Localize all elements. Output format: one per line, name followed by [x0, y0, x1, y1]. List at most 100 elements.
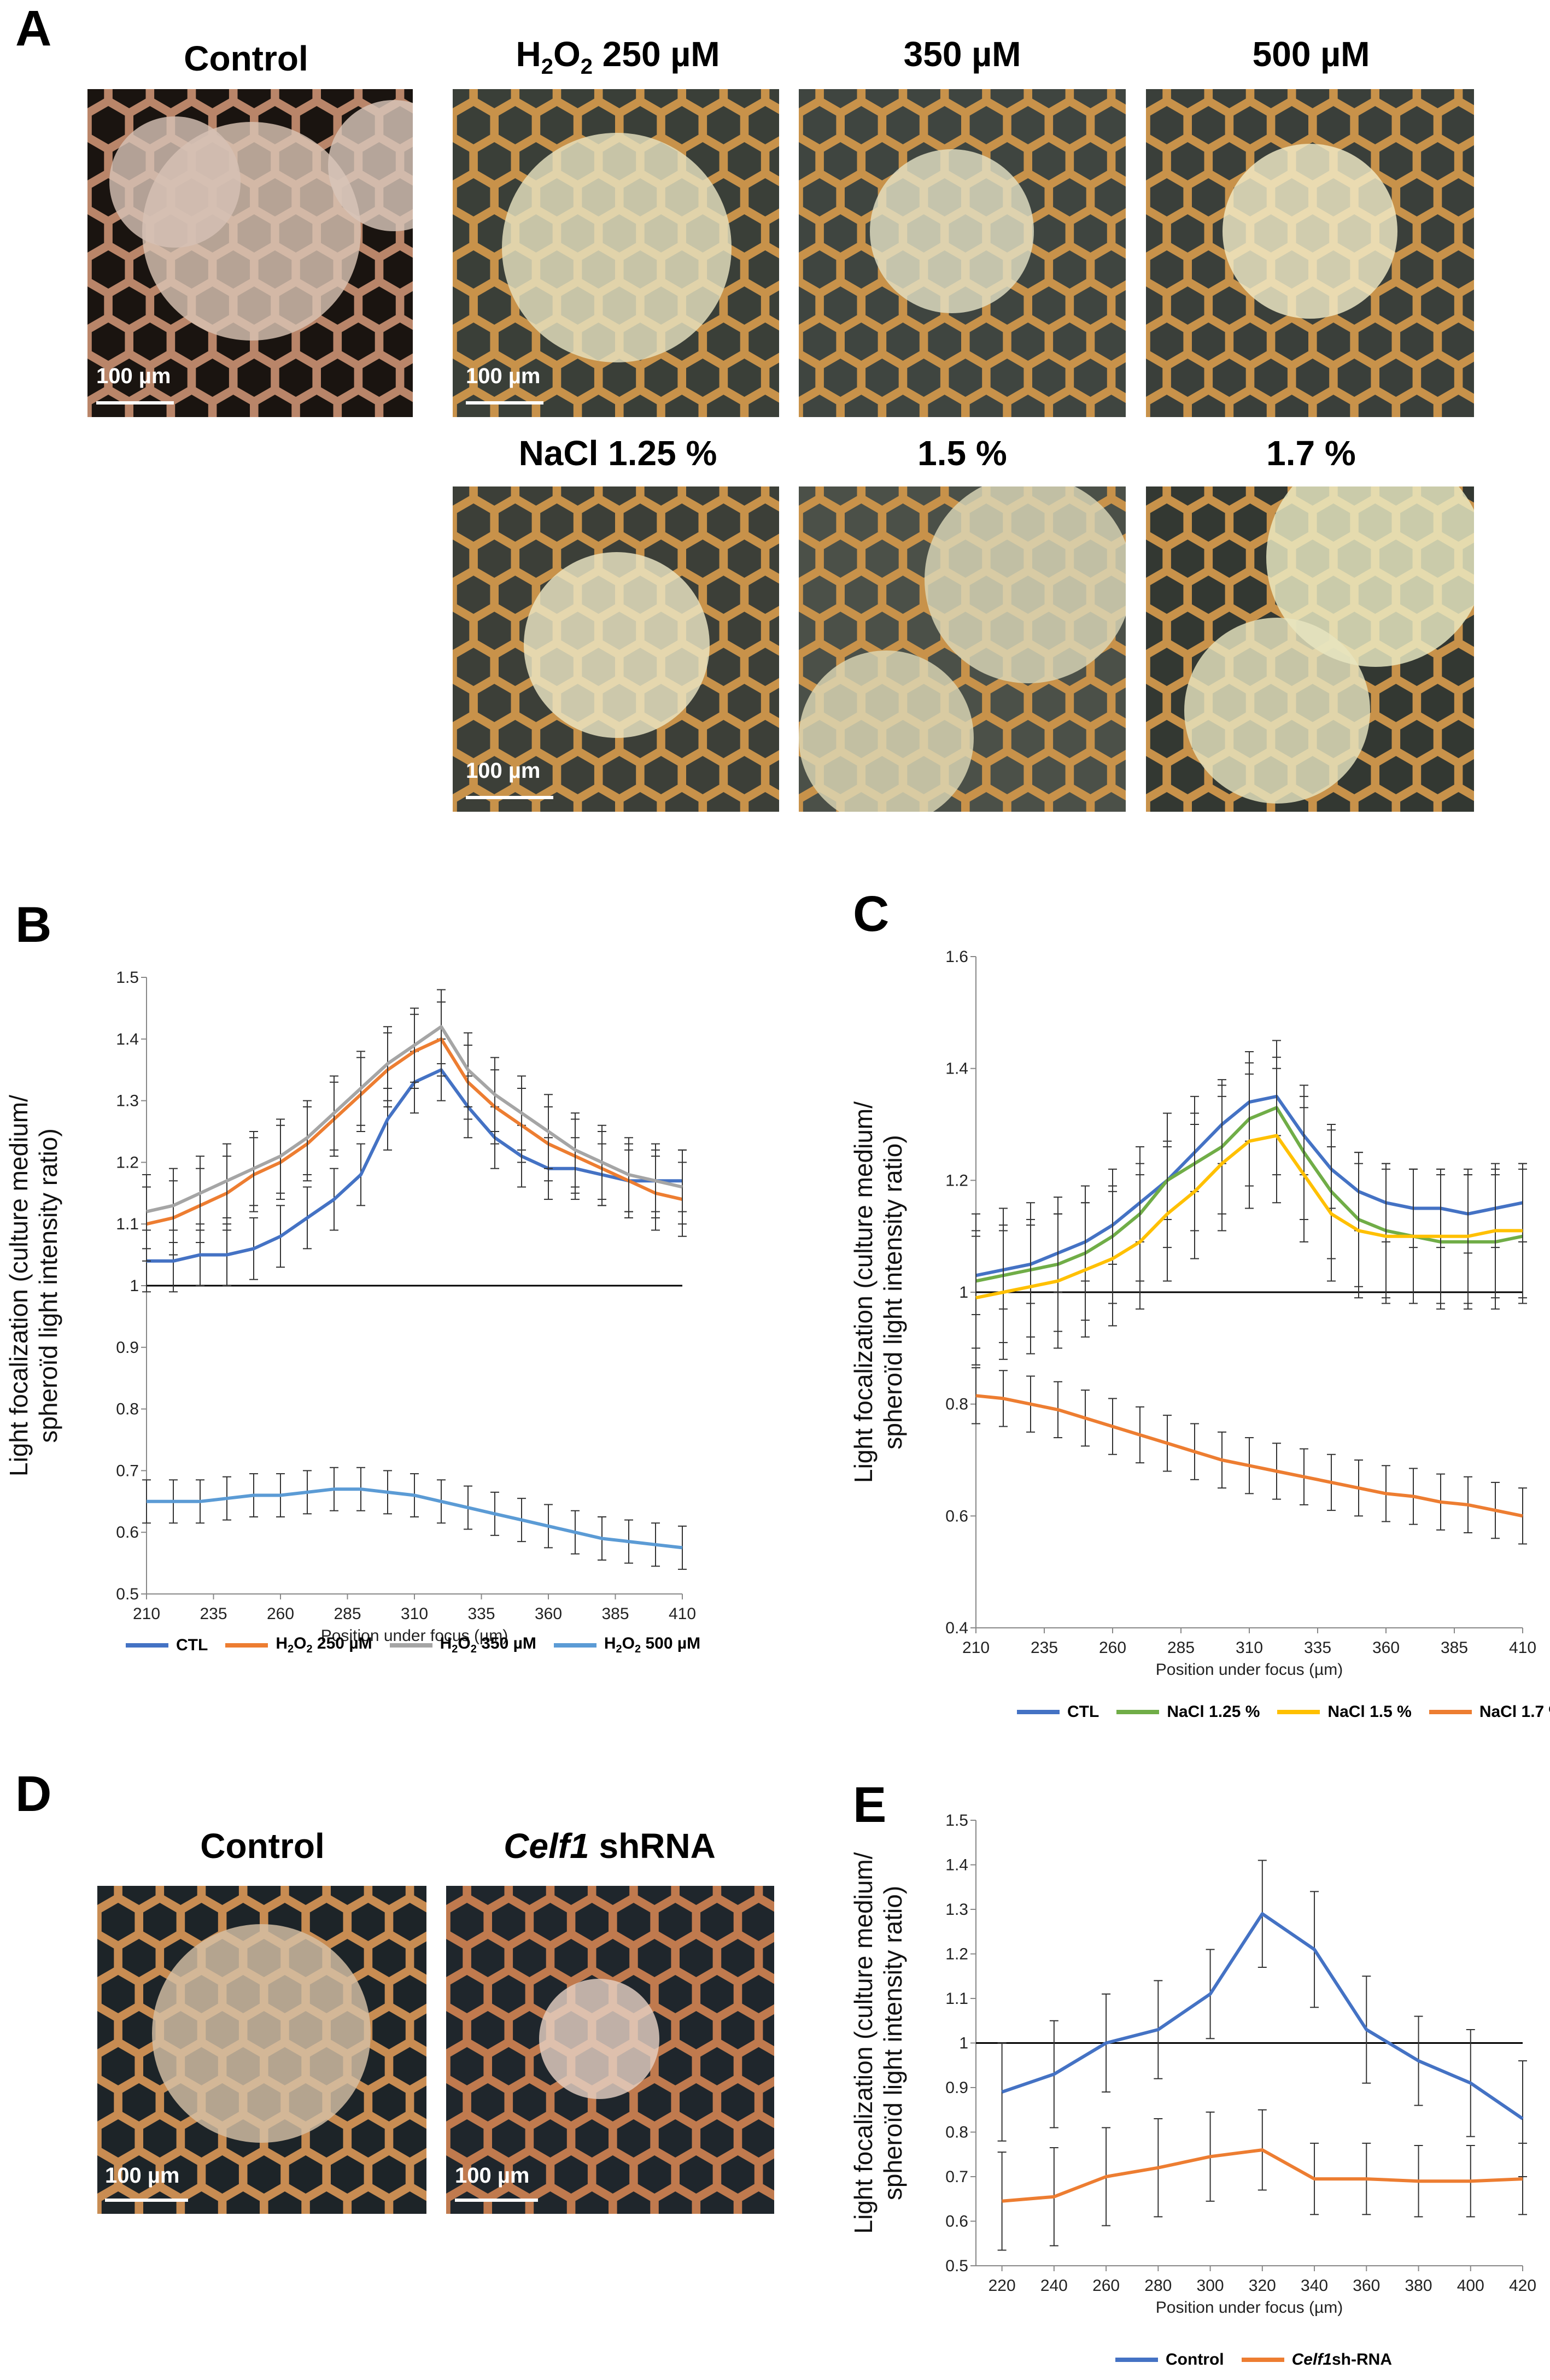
mesh-cell: [279, 89, 313, 108]
mesh-cell: [393, 2191, 426, 2214]
mesh-cell: [728, 359, 761, 397]
mesh-cell: [707, 576, 740, 614]
mesh-cell: [453, 540, 470, 578]
mesh-cell: [1053, 323, 1086, 361]
mesh-cell: [321, 359, 354, 397]
mesh-cell: [101, 1903, 135, 1941]
y-tick-label: 0.7: [945, 2168, 968, 2186]
mesh-cell: [471, 1939, 505, 1977]
series-line: [1002, 2148, 1523, 2203]
mesh-cell: [1171, 540, 1204, 578]
mesh-cell: [122, 2155, 156, 2194]
x-tick-label: 285: [334, 1605, 361, 1623]
mesh-cell: [728, 142, 761, 180]
mesh-cell: [728, 540, 761, 578]
y-axis-label: spheroïd light intensity ratio): [879, 1886, 907, 2200]
mesh-cell: [1379, 756, 1413, 794]
scale-bar-d2: [455, 2199, 538, 2202]
mesh-cell: [1400, 250, 1434, 289]
x-tick-label: 410: [1509, 1639, 1536, 1657]
mesh-cell: [217, 395, 250, 417]
x-tick-label: 420: [1509, 2277, 1536, 2295]
mesh-cell: [575, 2119, 609, 2158]
mesh-cell: [721, 2011, 754, 2049]
mesh-cell: [185, 2191, 218, 2214]
mesh-cell: [823, 612, 857, 650]
mesh-cell: [300, 106, 334, 144]
mesh-cell: [742, 2191, 774, 2214]
mesh-cell: [700, 2119, 734, 2158]
mesh-cell: [383, 395, 413, 417]
series-line: [975, 1134, 1523, 1300]
mesh-cell: [1213, 540, 1246, 578]
mesh-cell: [823, 486, 857, 506]
mesh-cell: [886, 323, 920, 361]
mesh-cell: [1275, 395, 1308, 417]
mesh-cell: [799, 142, 816, 180]
mesh-cell: [404, 291, 413, 320]
y-tick-label: 1.6: [945, 948, 968, 966]
mesh-cell: [492, 1903, 525, 1941]
mesh-cell: [1074, 214, 1107, 253]
mesh-cell: [519, 89, 553, 108]
mesh-cell: [383, 250, 413, 289]
mesh-cell: [1095, 323, 1126, 361]
mesh-cell: [309, 2191, 343, 2214]
mesh-cell: [1053, 106, 1086, 144]
mesh-cell: [477, 756, 511, 794]
mesh-cell: [707, 720, 740, 758]
mesh-cell: [865, 612, 899, 650]
x-tick-label: 320: [1249, 2277, 1276, 2295]
mesh-cell: [742, 2047, 774, 2085]
mesh-cell: [1032, 214, 1066, 253]
mesh-cell: [1146, 142, 1163, 180]
mesh-cell: [1171, 359, 1204, 397]
mesh-cell: [707, 106, 740, 144]
mesh-cell: [575, 2191, 609, 2214]
spheroid: [152, 1924, 371, 2143]
mesh-cell: [164, 2155, 197, 2194]
x-axis-label: Position under focus (µm): [1156, 1661, 1343, 1679]
mesh-cell: [122, 1939, 156, 1977]
y-tick-label: 1.4: [945, 1856, 968, 1874]
legend-item-shrna-e: Celf1 sh-RNA: [1241, 2350, 1392, 2369]
mesh-cell: [680, 1939, 713, 1977]
y-tick-label: 0.7: [116, 1462, 139, 1480]
mesh-cell: [865, 540, 899, 578]
title-control-d: Control: [200, 1826, 325, 1866]
spheroid: [799, 650, 974, 812]
x-tick-label: 235: [1031, 1639, 1058, 1657]
x-tick-label: 210: [962, 1639, 990, 1657]
mesh-cell: [907, 612, 940, 650]
mesh-cell: [372, 2011, 406, 2049]
mesh-cell: [623, 395, 657, 417]
mesh-cell: [404, 363, 413, 392]
legend-label-h250: H2O2 250 µM: [276, 1634, 372, 1655]
mesh-cell: [680, 2155, 713, 2194]
mesh-cell: [1146, 89, 1163, 108]
mesh-cell: [700, 1903, 734, 1941]
mesh-cell: [237, 89, 271, 108]
title-control-a: Control: [184, 39, 308, 78]
spheroid: [1223, 144, 1397, 319]
mesh-cell: [845, 250, 878, 289]
mesh-cell: [1150, 576, 1184, 614]
title-h2o2-500: 500 µM: [1252, 34, 1370, 74]
x-tick-label: 410: [669, 1605, 696, 1623]
mesh-cell: [237, 359, 271, 397]
mesh-cell: [1400, 395, 1434, 417]
mesh-cell: [453, 612, 470, 650]
mesh-cell: [457, 576, 490, 614]
mesh-cell: [453, 756, 470, 794]
legend-b: CTL H2O2 250 µM H2O2 350 µM H2O2 500 µM: [126, 1634, 718, 1656]
mesh-cell: [1011, 323, 1045, 361]
mesh-cell: [1150, 648, 1184, 686]
mesh-cell: [596, 1939, 630, 1977]
mesh-cell: [603, 756, 636, 794]
mesh-cell: [680, 2011, 713, 2049]
legend-label-nacl15: NaCl 1.5 %: [1327, 1703, 1412, 1721]
mesh-cell: [133, 323, 167, 361]
series-line: [1001, 1912, 1524, 2120]
mesh-cell: [886, 106, 920, 144]
mesh-cell: [1011, 792, 1045, 812]
